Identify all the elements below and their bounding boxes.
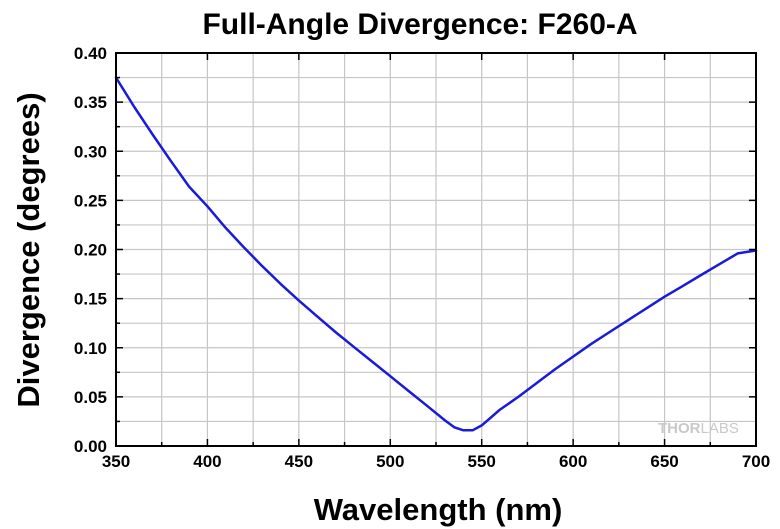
x-tick-label: 650 xyxy=(650,452,678,471)
grid-lines xyxy=(116,53,756,446)
x-tick-label: 700 xyxy=(742,452,770,471)
x-axis-label: Wavelength (nm) xyxy=(314,492,563,527)
x-tick-labels: 350 400 450 500 550 600 650 700 xyxy=(102,452,770,471)
y-tick-label: 0.20 xyxy=(74,241,107,260)
x-tick-label: 400 xyxy=(193,452,221,471)
x-tick-label: 500 xyxy=(376,452,404,471)
watermark-labs: LABS xyxy=(701,420,739,437)
series-layer xyxy=(114,76,758,432)
watermark-thor: THOR xyxy=(658,420,701,437)
y-tick-label: 0.40 xyxy=(74,44,107,63)
y-tick-label: 0.35 xyxy=(74,93,107,112)
y-tick-label: 0.25 xyxy=(74,191,107,210)
y-tick-labels: 0.00 0.05 0.10 0.15 0.20 0.25 0.30 0.35 0.40 xyxy=(74,44,107,456)
chart-title: Full-Angle Divergence: F260-A xyxy=(202,8,637,41)
y-tick-label: 0.05 xyxy=(74,388,107,407)
x-tick-label: 350 xyxy=(102,452,130,471)
y-tick-label: 0.30 xyxy=(74,142,107,161)
plot-frame xyxy=(115,52,757,447)
x-tick-label: 450 xyxy=(285,452,313,471)
x-tick-label: 550 xyxy=(468,452,496,471)
y-tick-label: 0.00 xyxy=(74,437,107,456)
series-line-0 xyxy=(114,76,758,432)
y-tick-label: 0.15 xyxy=(74,290,107,309)
x-tick-label: 600 xyxy=(559,452,587,471)
thorlabs-watermark: THORLABS xyxy=(658,420,739,437)
y-axis-label: Divergence (degrees) xyxy=(11,92,46,407)
y-tick-label: 0.10 xyxy=(74,339,107,358)
